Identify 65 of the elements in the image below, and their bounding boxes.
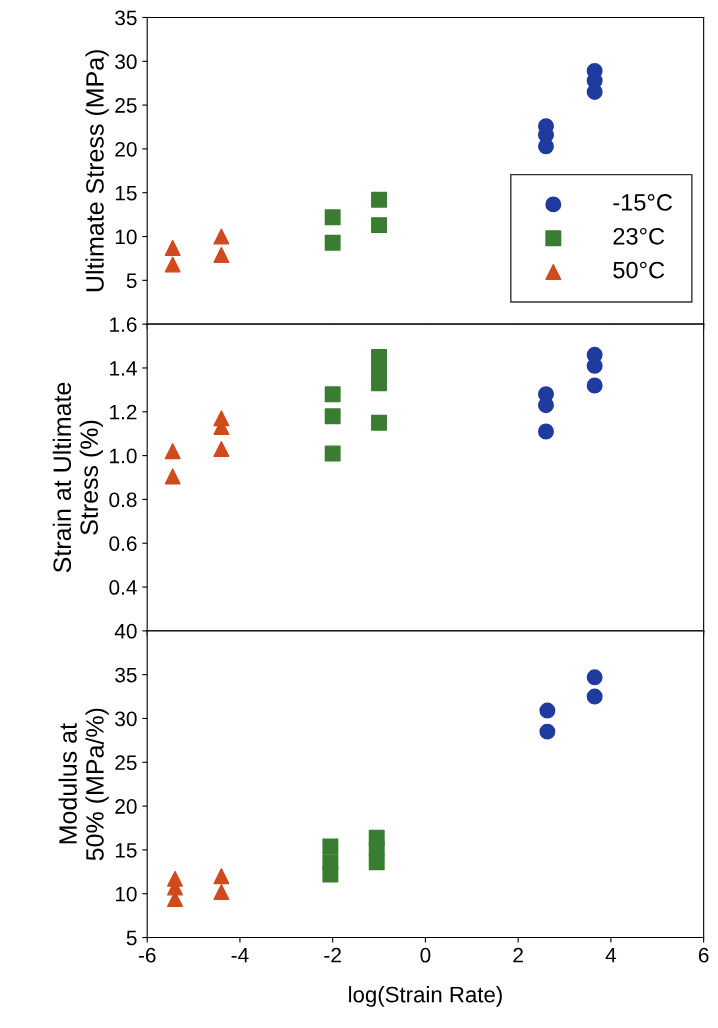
point	[586, 377, 603, 394]
legend-label: -15°C	[613, 194, 673, 211]
point	[164, 468, 181, 485]
x-axis-title: log(Strain Rate)	[349, 986, 502, 1007]
y-axis-title: Modulus at 50% (MPa/%)	[58, 708, 109, 861]
point	[213, 246, 230, 263]
point	[539, 723, 556, 740]
y-tick-label: 20	[115, 141, 137, 157]
point	[538, 423, 554, 440]
y-tick-label: 0.8	[109, 492, 137, 508]
y-tick-label: 1.4	[110, 361, 137, 376]
point	[371, 191, 388, 208]
point	[368, 854, 385, 871]
y-tick-label: 1.2	[110, 404, 137, 420]
y-tick-label: 1.0	[110, 448, 137, 464]
y-tick-label: 10	[115, 886, 137, 902]
y-tick-label: 20	[115, 799, 137, 814]
point	[324, 445, 341, 462]
point	[213, 868, 230, 885]
point	[213, 883, 230, 900]
point	[371, 375, 388, 392]
x-tick-label: -4	[231, 948, 249, 963]
point	[213, 228, 230, 245]
x-tick-label: -6	[138, 947, 156, 963]
point	[538, 397, 554, 414]
point	[324, 234, 341, 251]
legend-label: 50°C	[613, 261, 665, 279]
y-tick-label: 0.4	[109, 580, 137, 595]
point	[538, 138, 554, 155]
y-tick-label: 30	[115, 54, 137, 70]
y-tick-label: 0.6	[109, 536, 137, 551]
y-tick-label: 15	[115, 843, 137, 858]
point	[164, 256, 181, 273]
point	[324, 408, 341, 425]
point	[324, 209, 341, 226]
x-tick-label: 0	[420, 947, 431, 963]
legend-label: 23°C	[613, 227, 665, 245]
y-tick-label: 25	[115, 98, 137, 113]
x-tick-label: -2	[324, 947, 341, 963]
y-tick-label: 30	[115, 711, 137, 727]
x-tick-label: 2	[513, 947, 523, 963]
point	[539, 702, 556, 719]
point	[164, 239, 181, 256]
point	[164, 443, 181, 460]
y-tick-label: 40	[114, 623, 137, 639]
x-tick-label: 6	[698, 947, 709, 963]
point	[322, 838, 339, 855]
point	[213, 441, 230, 458]
x-tick-label: 4	[605, 948, 617, 963]
y-tick-label: 5	[126, 273, 137, 289]
point	[586, 688, 603, 705]
y-tick-label: 35	[115, 10, 137, 26]
y-axis-title: Ultimate Stress (MPa)	[85, 50, 109, 292]
point	[586, 669, 603, 686]
point	[322, 866, 339, 883]
y-tick-label: 35	[115, 667, 137, 683]
y-tick-label: 10	[115, 229, 137, 245]
y-tick-label: 15	[115, 185, 137, 201]
point	[324, 386, 341, 403]
y-tick-label: 5	[126, 930, 137, 946]
y-tick-label: 1.6	[110, 317, 137, 332]
y-axis-title: Strain at Ultimate Stress (%)	[52, 382, 103, 573]
y-tick-label: 25	[115, 755, 137, 771]
point	[371, 414, 388, 431]
point	[371, 217, 388, 234]
